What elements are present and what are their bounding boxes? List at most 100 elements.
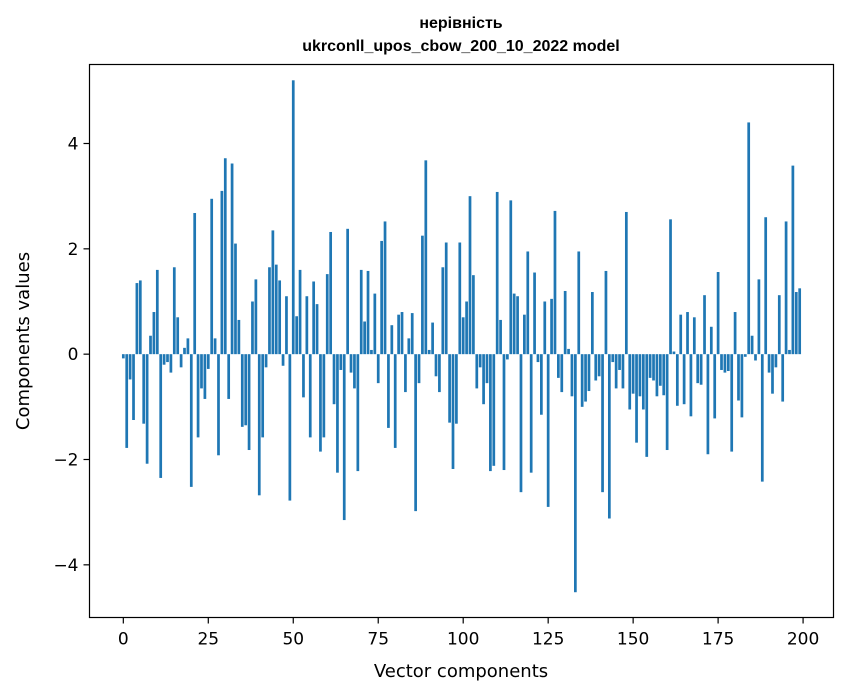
- x-tick-label: 50: [282, 630, 304, 650]
- bar: [706, 354, 710, 455]
- bar: [777, 295, 781, 355]
- bar: [523, 314, 526, 355]
- bar: [200, 354, 203, 389]
- bar: [203, 354, 207, 399]
- bar: [682, 354, 686, 405]
- y-tick-label: −2: [53, 451, 78, 471]
- bar: [669, 219, 672, 355]
- bar: [492, 354, 496, 466]
- bar: [665, 354, 669, 451]
- y-axis-ticks: −4 −2 0 2 4: [53, 135, 90, 576]
- bar: [635, 354, 638, 443]
- bar: [363, 321, 366, 355]
- y-axis-label: Components values: [13, 252, 34, 430]
- bar: [166, 354, 169, 363]
- bar: [281, 354, 285, 366]
- bar: [794, 292, 798, 355]
- bar: [757, 279, 761, 355]
- bar: [393, 354, 397, 448]
- bar: [189, 354, 193, 487]
- bar: [560, 354, 564, 393]
- bar: [580, 354, 584, 407]
- bar: [696, 354, 700, 384]
- bar: [567, 348, 570, 355]
- bar: [455, 354, 458, 424]
- bar: [387, 354, 390, 428]
- bars-group: [121, 80, 802, 593]
- bar: [196, 354, 200, 438]
- bar: [213, 338, 217, 355]
- bar: [257, 354, 261, 496]
- bar: [458, 242, 462, 355]
- bar: [356, 354, 360, 472]
- bar: [149, 335, 152, 355]
- bar: [353, 354, 356, 389]
- x-tick-label: 125: [532, 630, 564, 650]
- bar: [410, 313, 414, 355]
- x-tick-label: 75: [367, 630, 389, 650]
- bar: [767, 354, 771, 373]
- bar: [424, 160, 428, 355]
- bar: [764, 217, 768, 355]
- bar: [506, 354, 509, 360]
- bar: [390, 325, 394, 355]
- bar: [730, 354, 734, 452]
- bar: [244, 354, 248, 426]
- bar: [475, 354, 479, 389]
- bar: [155, 269, 159, 355]
- x-axis-ticks: 0 25 50 75 100 125 150 175 200: [118, 617, 819, 650]
- bar: [121, 354, 125, 359]
- bar: [482, 354, 485, 405]
- bar: [417, 354, 421, 384]
- bar: [716, 272, 720, 355]
- bar: [285, 296, 288, 355]
- bar: [648, 354, 652, 378]
- bar: [618, 354, 621, 370]
- bar: [597, 354, 601, 377]
- bar: [519, 354, 523, 493]
- bar: [723, 354, 727, 373]
- x-tick-label: 25: [197, 630, 219, 650]
- bar: [278, 280, 282, 355]
- bar: [342, 354, 346, 521]
- bar: [172, 267, 176, 355]
- bar: [631, 354, 635, 394]
- bar: [336, 354, 339, 473]
- bar: [220, 190, 224, 355]
- bar: [183, 347, 186, 355]
- bar: [594, 354, 598, 381]
- bar: [251, 301, 254, 355]
- bar: [516, 296, 519, 355]
- bar: [628, 354, 632, 410]
- bar: [699, 354, 703, 385]
- x-axis-label: Vector components: [374, 661, 548, 682]
- bar: [223, 158, 227, 355]
- bar: [536, 354, 540, 363]
- bar: [325, 274, 329, 355]
- bar: [478, 354, 482, 368]
- bar: [206, 354, 210, 369]
- bar: [737, 354, 740, 401]
- bar: [145, 354, 149, 464]
- bar: [662, 354, 666, 396]
- bar: [672, 351, 676, 355]
- y-tick-label: 4: [68, 135, 79, 155]
- bar: [489, 354, 492, 472]
- bar: [179, 354, 183, 368]
- bar: [230, 163, 234, 355]
- bar: [329, 231, 333, 355]
- bar: [526, 251, 530, 355]
- bar: [319, 354, 322, 452]
- bar: [740, 354, 744, 418]
- chart-title: нерівність: [419, 15, 502, 32]
- bar: [339, 354, 343, 370]
- bar: [641, 354, 645, 410]
- bar: [349, 354, 353, 373]
- bar: [709, 326, 713, 355]
- bar: [533, 272, 536, 355]
- bar: [465, 301, 468, 355]
- bar: [366, 270, 370, 355]
- bar: [169, 354, 173, 373]
- bar: [624, 211, 628, 355]
- bar: [152, 312, 156, 355]
